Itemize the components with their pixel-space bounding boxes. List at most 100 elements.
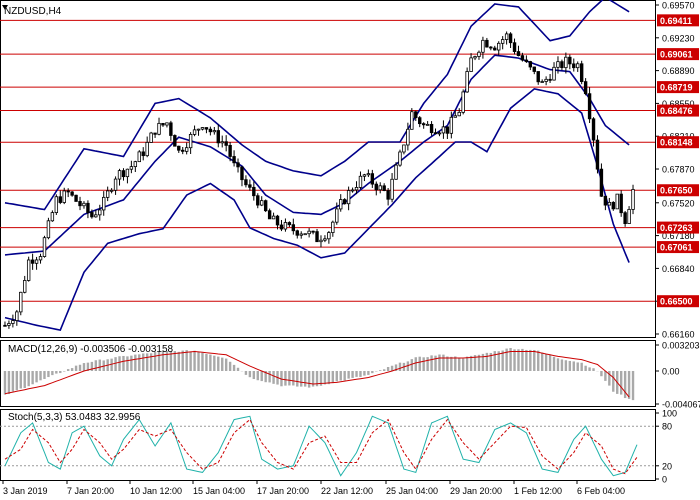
bull-candle-body <box>627 209 631 224</box>
macd-histogram-bar <box>359 370 362 377</box>
bull-candle-body <box>196 128 201 131</box>
bear-candle-body <box>232 156 236 164</box>
macd-histogram-bar <box>149 353 153 371</box>
bear-candle-body <box>524 59 529 62</box>
macd-histogram-bar <box>169 351 173 371</box>
bear-candle-body <box>568 56 572 65</box>
time-tick-label: 10 Jan 12:00 <box>130 486 182 496</box>
macd-histogram-bar <box>264 370 267 383</box>
macd-histogram-bar <box>153 351 157 371</box>
bear-candle-body <box>228 144 232 157</box>
bull-candle-body <box>425 123 430 126</box>
stochastic-main-line <box>4 415 638 477</box>
time-tick-label: 22 Jan 12:00 <box>321 486 373 496</box>
bull-candle-body <box>212 130 217 133</box>
macd-histogram-bar <box>39 370 42 381</box>
macd-histogram-bar <box>351 370 354 378</box>
bear-candle-body <box>536 71 540 83</box>
macd-histogram-bar <box>303 370 307 387</box>
macd-histogram-bar <box>19 370 22 389</box>
bull-candle-body <box>98 209 102 216</box>
bull-candle-body <box>441 126 446 134</box>
bear-candle-body <box>489 46 493 49</box>
level-tag-label: 0.68719 <box>660 83 693 93</box>
bear-candle-body <box>263 200 268 212</box>
macd-histogram-bar <box>82 363 86 371</box>
macd-histogram-bar <box>248 370 252 378</box>
bear-candle-body <box>153 132 157 135</box>
macd-histogram-bar <box>327 370 331 385</box>
macd-histogram-bar <box>15 370 19 391</box>
macd-histogram-bar <box>55 370 58 374</box>
bull-candle-body <box>200 127 205 130</box>
time-tick-label: 15 Jan 04:00 <box>193 486 245 496</box>
macd-histogram-bar <box>489 352 493 371</box>
bull-candle-body <box>184 147 189 152</box>
macd-histogram-bar <box>51 370 54 376</box>
macd-histogram-bar <box>390 365 394 371</box>
bear-candle-body <box>532 66 536 72</box>
level-tag <box>657 48 699 61</box>
time-tick-label: 29 Jan 20:00 <box>450 486 502 496</box>
bear-candle-body <box>141 151 145 157</box>
macd-histogram-bar <box>272 370 275 384</box>
macd-histogram-bar <box>66 369 70 371</box>
bull-candle-body <box>607 201 612 206</box>
bull-candle-body <box>165 122 169 126</box>
price-tick-label: 0.69230 <box>662 33 695 43</box>
macd-histogram-bar <box>560 359 564 371</box>
time-tick-label: 6 Feb 04:00 <box>577 486 625 496</box>
macd-histogram-bar <box>3 370 7 395</box>
macd-histogram-bar <box>473 355 477 371</box>
bear-candle-body <box>572 63 576 69</box>
bear-candle-body <box>224 141 228 146</box>
macd-histogram-bar <box>556 358 560 371</box>
macd-histogram-bar <box>145 353 149 371</box>
bear-candle-body <box>169 122 173 136</box>
bear-candle-body <box>493 47 497 51</box>
macd-histogram-bar <box>505 348 508 371</box>
macd-histogram-bar <box>430 355 433 371</box>
bear-candle-body <box>74 194 78 202</box>
bull-candle-body <box>576 63 580 69</box>
macd-histogram-bar <box>434 355 437 371</box>
macd-histogram-bar <box>592 368 595 371</box>
bear-candle-body <box>599 168 604 197</box>
bull-candle-body <box>137 151 141 163</box>
macd-tick-label: -0.004067 <box>662 400 700 410</box>
bull-candle-body <box>500 39 505 44</box>
macd-histogram-bar <box>268 370 271 383</box>
level-tag-label: 0.68148 <box>660 138 693 148</box>
bear-candle-body <box>370 173 375 185</box>
bull-candle-body <box>631 189 635 210</box>
level-tag-label: 0.68476 <box>660 106 693 116</box>
bear-candle-body <box>587 93 592 120</box>
bull-candle-body <box>335 208 339 223</box>
bull-candle-body <box>157 122 161 135</box>
bear-candle-body <box>256 195 260 206</box>
macd-histogram-bar <box>371 370 374 374</box>
bear-candle-body <box>583 81 588 95</box>
bull-candle-body <box>271 215 276 220</box>
price-tick-label: 0.67520 <box>662 198 695 208</box>
price-tick-label: 0.66840 <box>662 264 695 274</box>
bull-candle-body <box>260 200 264 206</box>
stochastic-tick-label: 100 <box>662 409 677 419</box>
candlesticks <box>3 31 635 329</box>
macd-histogram-bar <box>201 352 204 371</box>
price-tick-label: 0.69570 <box>662 1 695 11</box>
bull-candle-body <box>26 259 31 281</box>
macd-histogram-bar <box>458 358 461 371</box>
macd-histogram-bar <box>11 370 15 392</box>
collapse-arrow-icon[interactable] <box>2 5 8 10</box>
bull-candle-body <box>19 291 23 313</box>
bear-candle-body <box>86 202 90 213</box>
level-tag <box>657 221 699 234</box>
bull-candle-body <box>410 111 414 130</box>
bear-candle-body <box>603 195 608 206</box>
macd-histogram-bar <box>564 360 568 371</box>
bull-candle-body <box>94 214 98 218</box>
bull-candle-body <box>323 238 327 241</box>
